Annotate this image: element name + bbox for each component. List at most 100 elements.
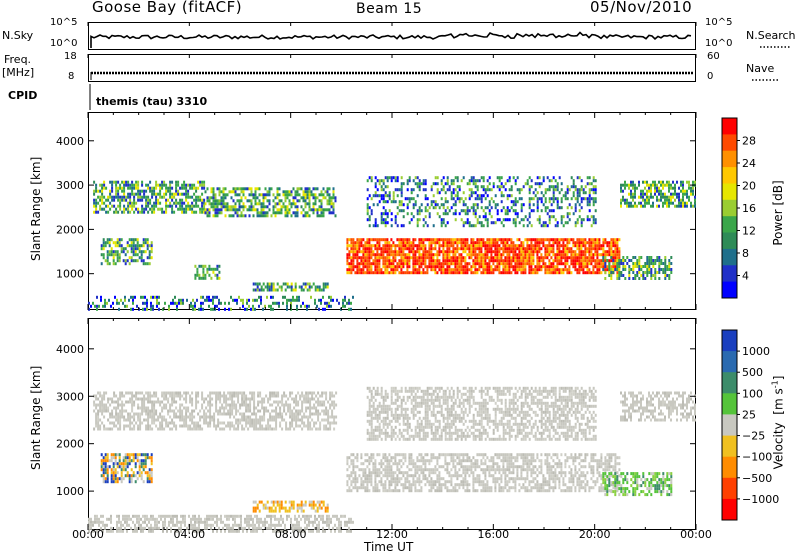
data-cell [384,259,387,263]
data-cell [396,224,399,228]
data-cell [295,412,298,416]
data-cell [550,250,553,254]
data-cell [99,195,102,199]
data-cell [256,282,259,286]
data-cell [576,259,579,263]
data-cell [530,256,533,260]
data-cell [366,206,369,210]
data-cell [562,238,565,242]
data-cell [468,244,471,248]
data-cell [123,192,126,196]
data-cell [206,298,208,302]
data-cell [656,198,658,202]
data-cell [442,262,445,266]
data-cell [221,412,224,416]
data-cell [151,400,154,404]
data-cell [374,191,377,195]
data-cell [185,195,188,199]
data-cell [159,201,162,205]
data-cell [512,456,515,460]
data-cell [297,412,300,416]
data-cell [288,202,291,206]
data-cell [354,256,357,260]
data-cell [285,427,288,431]
data-cell [388,262,391,266]
data-cell [266,190,269,194]
data-cell [95,186,98,190]
data-cell [220,205,223,209]
data-cell [183,397,186,401]
data-cell [316,187,319,191]
data-cell [408,456,411,460]
data-cell [420,271,423,275]
data-cell [131,186,134,190]
data-cell [155,204,158,208]
data-cell [608,271,611,274]
data-cell [370,456,373,460]
data-cell [197,412,200,416]
data-cell [434,253,437,257]
data-cell [125,195,128,199]
data-cell [408,244,411,248]
data-cell [202,307,204,311]
data-cell [311,418,314,422]
data-cell [642,265,645,268]
data-cell [116,298,118,302]
data-cell [209,415,212,419]
data-cell [354,253,357,257]
data-cell [574,241,577,245]
data-cell [254,202,257,206]
data-cell [658,192,660,196]
data-cell [352,268,355,272]
data-cell [640,274,643,277]
data-cell [484,253,487,257]
data-cell [287,427,290,431]
data-cell [658,268,661,271]
data-cell [664,265,667,268]
data-cell [566,244,569,248]
data-cell [350,268,353,272]
data-cell [125,207,128,211]
data-cell [386,194,389,198]
data-cell [155,424,158,428]
data-cell [666,195,668,199]
data-cell [189,183,192,187]
data-cell [283,409,286,413]
data-cell [576,268,579,272]
data-cell [542,244,545,248]
data-cell [312,211,315,215]
data-cell [217,418,220,422]
data-cell [548,188,551,192]
data-cell [163,210,166,214]
data-cell [616,274,619,277]
data-cell [510,200,513,204]
data-cell [105,391,108,395]
data-cell [634,262,637,265]
data-cell [536,209,539,213]
data-cell [165,204,168,208]
data-cell [482,188,485,192]
data-cell [104,259,107,263]
data-cell [576,456,579,460]
data-cell [474,212,477,216]
data-cell [514,218,517,222]
y-tick-label: 1000 [56,268,84,281]
data-cell [420,453,423,457]
data-cell [600,262,603,266]
data-cell [165,207,168,211]
data-cell [566,250,569,254]
data-cell [510,247,513,251]
data-cell [466,218,469,222]
data-cell [442,256,445,260]
data-cell [175,412,178,416]
data-cell [434,456,437,460]
data-cell [116,301,118,305]
data-cell [488,238,491,242]
data-cell [334,199,337,203]
data-cell [548,200,551,204]
data-cell [618,274,621,277]
data-cell [117,210,120,214]
data-cell [109,403,112,407]
data-cell [234,202,237,206]
data-cell [536,182,539,186]
